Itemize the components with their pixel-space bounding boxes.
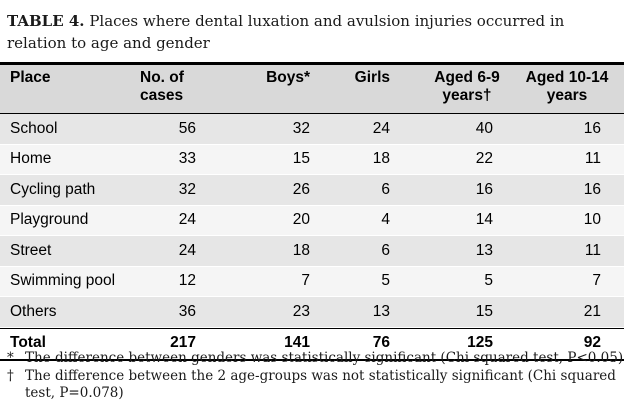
cell-girls: 5	[381, 272, 390, 290]
data-table: Place No. of cases Boys* Girls Aged 6-9 …	[0, 62, 624, 361]
cell-place: Cycling path	[10, 180, 96, 198]
cell-place: Others	[10, 302, 57, 320]
cell-aged-6-9: 5	[484, 272, 493, 290]
cell-cases: 56	[178, 119, 196, 137]
table-top-rule	[0, 62, 624, 65]
header-cases: No. of cases	[140, 69, 184, 104]
cell-cases: 24	[178, 211, 196, 229]
cell-aged-6-9: 15	[475, 302, 493, 320]
cell-aged-6-9: 22	[475, 150, 493, 168]
cell-girls: 13	[372, 302, 390, 320]
header-boys: Boys*	[266, 69, 310, 86]
cell-boys: 23	[292, 302, 310, 320]
cell-girls: 6	[381, 180, 390, 198]
table-header: Place No. of cases Boys* Girls Aged 6-9 …	[0, 65, 624, 113]
cell-boys: 26	[292, 180, 310, 198]
cell-aged-10-14: 16	[583, 180, 601, 198]
cell-aged-10-14: 7	[592, 272, 601, 290]
cell-girls: 24	[372, 119, 390, 137]
footnote-text: The difference between genders was stati…	[25, 350, 624, 366]
footnote: * The difference between genders was sta…	[7, 350, 625, 367]
header-aged-10-14: Aged 10-14 years	[525, 69, 609, 104]
table-row: Playground 24 20 4 14 10	[0, 205, 624, 236]
table-number: TABLE 4.	[7, 12, 85, 30]
cell-girls: 18	[372, 150, 390, 168]
cell-place: Playground	[10, 211, 89, 229]
footnote-mark: †	[7, 368, 14, 384]
cell-place: School	[10, 119, 58, 137]
total-boys: 141	[284, 334, 310, 351]
cell-boys: 7	[301, 272, 310, 290]
cell-cases: 32	[178, 180, 196, 198]
cell-aged-10-14: 21	[583, 302, 601, 320]
cell-boys: 32	[292, 119, 310, 137]
table-caption: TABLE 4. Places where dental luxation an…	[7, 10, 619, 54]
header-rule	[0, 113, 624, 114]
cell-cases: 36	[178, 302, 196, 320]
total-aged-6-9: 125	[467, 334, 493, 351]
footnote-text: The difference between the 2 age-groups …	[25, 368, 616, 401]
cell-aged-10-14: 11	[584, 241, 601, 259]
cell-boys: 18	[292, 241, 310, 259]
cell-aged-6-9: 16	[475, 180, 493, 198]
cell-place: Street	[10, 241, 52, 259]
table-bottom-rule	[0, 358, 624, 361]
cell-cases: 12	[178, 272, 196, 290]
cell-aged-6-9: 40	[475, 119, 493, 137]
total-label: Total	[10, 334, 46, 351]
cell-aged-10-14: 11	[584, 150, 601, 168]
total-girls: 76	[372, 334, 390, 351]
total-row: Total 217 141 76 125 92	[0, 328, 624, 359]
cell-cases: 24	[178, 241, 196, 259]
cell-aged-10-14: 10	[583, 211, 601, 229]
total-cases: 217	[170, 334, 196, 351]
cell-aged-6-9: 14	[475, 211, 493, 229]
cell-girls: 4	[381, 211, 390, 229]
table-row: Home 33 15 18 22 11	[0, 144, 624, 175]
cell-place: Home	[10, 150, 52, 168]
table-row: Swimming pool 12 7 5 5 7	[0, 266, 624, 297]
header-place: Place	[10, 69, 51, 86]
cell-place: Swimming pool	[10, 272, 116, 290]
table-row: School 56 32 24 40 16	[0, 114, 624, 145]
header-aged-6-9: Aged 6-9 years†	[434, 69, 500, 104]
cell-girls: 6	[381, 241, 390, 259]
footnote: † The difference between the 2 age-group…	[7, 368, 625, 402]
cell-aged-6-9: 13	[475, 241, 493, 259]
footnote-mark: *	[7, 350, 14, 366]
cell-aged-10-14: 16	[583, 119, 601, 137]
total-aged-10-14: 92	[583, 334, 601, 351]
header-girls: Girls	[354, 69, 390, 86]
cell-boys: 20	[292, 211, 310, 229]
table-title: Places where dental luxation and avulsio…	[7, 12, 565, 52]
cell-boys: 15	[292, 150, 310, 168]
cell-cases: 33	[178, 150, 196, 168]
table-row: Others 36 23 13 15 21	[0, 297, 624, 328]
total-rule	[0, 327, 624, 329]
table-row: Cycling path 32 26 6 16 16	[0, 175, 624, 206]
table-footnotes: * The difference between genders was sta…	[7, 350, 625, 403]
table-row: Street 24 18 6 13 11	[0, 236, 624, 267]
